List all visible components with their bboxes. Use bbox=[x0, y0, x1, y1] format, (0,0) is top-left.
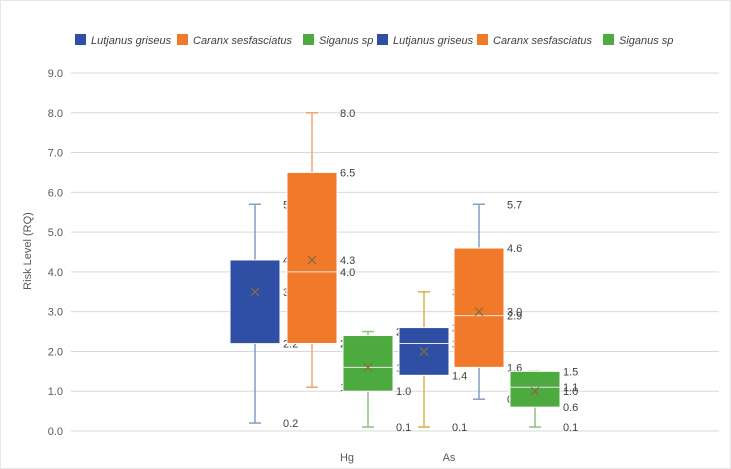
gridlines bbox=[71, 72, 719, 432]
data-label: 0.1 bbox=[396, 422, 411, 434]
data-label: 6.5 bbox=[340, 167, 355, 179]
legend-swatch bbox=[603, 34, 614, 45]
y-tick-label: 9.0 bbox=[48, 68, 63, 80]
y-tick-label: 3.0 bbox=[48, 307, 63, 319]
y-tick-label: 5.0 bbox=[48, 227, 63, 239]
data-label: 1.0 bbox=[563, 386, 578, 398]
boxes: 5.74.33.52.20.28.06.54.34.02.21.12.51.61… bbox=[229, 108, 578, 434]
mean-marker bbox=[250, 287, 260, 297]
y-axis-ticks: 0.0 1.0 2.0 3.0 4.0 5.0 6.0 7.0 8.0 9.0 bbox=[48, 68, 63, 438]
box-as-1: 5.74.63.02.91.60.8 bbox=[453, 199, 522, 406]
y-axis-title: Risk Level (RQ) bbox=[22, 212, 34, 290]
box-as-2: 1.5 1.11.0 0.6 0.1 bbox=[509, 366, 578, 434]
x-category-label: As bbox=[443, 452, 456, 464]
box-hg-2: 2.51.61.00.1 bbox=[342, 327, 411, 434]
box-iqr bbox=[286, 171, 338, 344]
mean-marker bbox=[307, 255, 317, 265]
box-iqr bbox=[342, 335, 394, 392]
mean-marker bbox=[474, 307, 484, 317]
data-label: 4.3 bbox=[340, 255, 355, 267]
y-tick-label: 8.0 bbox=[48, 108, 63, 120]
legend-label: Caranx sesfasciatus bbox=[193, 35, 293, 47]
data-label: 1.4 bbox=[452, 370, 467, 382]
data-label: 1.1 bbox=[563, 382, 578, 394]
data-label: 2.9 bbox=[507, 311, 522, 323]
mean-marker bbox=[419, 347, 429, 356]
legend-label: Caranx sesfasciatus bbox=[493, 35, 593, 47]
y-tick-label: 4.0 bbox=[48, 267, 63, 279]
y-tick-label: 0.0 bbox=[48, 426, 63, 438]
data-label: 1.5 bbox=[563, 366, 578, 378]
data-label: 0.6 bbox=[563, 402, 578, 414]
mean-marker bbox=[530, 386, 540, 396]
mean-marker bbox=[363, 362, 373, 372]
data-label: 0.2 bbox=[283, 418, 298, 430]
data-label: 4.6 bbox=[507, 243, 522, 255]
data-label: 3.0 bbox=[507, 307, 522, 319]
legend-label: Siganus sp bbox=[319, 35, 373, 47]
data-label: 8.0 bbox=[340, 108, 355, 120]
box-iqr bbox=[509, 370, 561, 408]
legend-swatch bbox=[477, 34, 488, 45]
legend-label: Siganus sp bbox=[619, 35, 673, 47]
legend-swatch bbox=[75, 34, 86, 45]
y-tick-label: 1.0 bbox=[48, 386, 63, 398]
legend: Lutjanus griseus Caranx sesfasciatus Sigan… bbox=[75, 34, 673, 47]
data-label: 1.0 bbox=[396, 386, 411, 398]
y-tick-label: 2.0 bbox=[48, 346, 63, 358]
legend-swatch bbox=[303, 34, 314, 45]
data-label: 0.1 bbox=[452, 422, 467, 434]
y-tick-label: 7.0 bbox=[48, 148, 63, 160]
box-iqr bbox=[229, 259, 281, 344]
x-axis-ticks: Hg As bbox=[340, 452, 456, 464]
legend-label: Lutjanus griseus bbox=[393, 35, 474, 47]
data-label: 5.7 bbox=[507, 199, 522, 211]
legend-label: Lutjanus griseus bbox=[91, 35, 172, 47]
data-label: 0.1 bbox=[563, 422, 578, 434]
y-tick-label: 6.0 bbox=[48, 187, 63, 199]
x-category-label: Hg bbox=[340, 452, 354, 464]
legend-swatch bbox=[377, 34, 388, 45]
data-label: 4.0 bbox=[340, 267, 355, 279]
legend-swatch bbox=[177, 34, 188, 45]
box-iqr bbox=[453, 247, 505, 368]
